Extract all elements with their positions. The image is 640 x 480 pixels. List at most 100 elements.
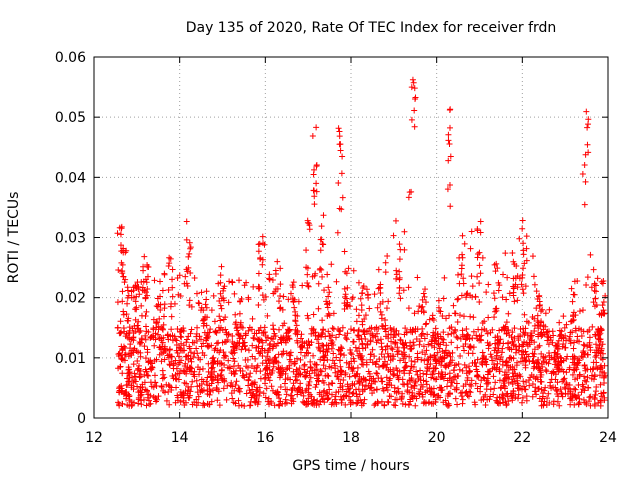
data-point [307,374,314,381]
data-point [447,153,454,160]
data-point [408,84,415,91]
data-point [419,325,426,332]
data-point [158,334,165,341]
data-point [281,380,288,387]
data-point [275,365,282,372]
data-point [550,401,557,408]
data-point [256,285,263,292]
data-point [517,325,524,332]
data-point [173,376,180,383]
data-point [132,298,139,305]
data-point [542,310,549,317]
data-point [561,384,568,391]
data-point [517,333,524,340]
data-point [515,347,522,354]
data-point [594,329,601,336]
data-point [182,353,189,360]
data-point [598,345,605,352]
data-point [159,287,166,294]
data-point [214,376,221,383]
data-point [252,399,259,406]
data-point [569,359,576,366]
data-point [266,342,273,349]
data-point [118,259,125,266]
data-point [313,188,320,195]
data-point [563,321,570,328]
data-point [583,401,590,408]
data-point [521,260,528,267]
data-point [504,274,511,281]
data-point [231,358,238,365]
data-point [493,366,500,373]
data-point [441,274,448,281]
data-point [188,358,195,365]
data-point [374,304,381,311]
data-point [235,397,242,404]
data-point [339,153,346,160]
data-point [478,397,485,404]
data-point [386,381,393,388]
data-point [268,383,275,390]
data-point [359,321,366,328]
data-point [535,344,542,351]
data-point [499,391,506,398]
data-point [482,356,489,363]
data-point [592,288,599,295]
data-point [479,320,486,327]
data-point [491,295,498,302]
data-point [408,116,415,123]
data-point [332,365,339,372]
data-point [208,371,215,378]
data-point [182,388,189,395]
data-point [410,79,417,86]
data-point [537,369,544,376]
data-point [476,298,483,305]
data-point [194,389,201,396]
y-tick-label: 0.06 [55,50,86,66]
data-point [130,346,137,353]
data-point [310,171,317,178]
data-point [366,305,373,312]
data-point [435,297,442,304]
data-point [186,250,193,257]
data-point [236,310,243,317]
data-point [569,298,576,305]
data-point [328,391,335,398]
data-point [538,333,545,340]
data-point [389,346,396,353]
data-point [434,340,441,347]
data-point [474,356,481,363]
data-point [219,339,226,346]
data-point [135,286,142,293]
data-point [132,328,139,335]
data-point [459,254,466,261]
data-point [590,299,597,306]
data-point [558,328,565,335]
data-point [512,349,519,356]
data-point [596,372,603,379]
data-point [361,316,368,323]
data-point [122,333,129,340]
data-point [224,364,231,371]
data-point [434,392,441,399]
data-point [416,303,423,310]
data-point [166,383,173,390]
data-point [294,339,301,346]
data-point [155,331,162,338]
data-point [510,285,517,292]
data-point [259,339,266,346]
data-point [235,331,242,338]
data-point [176,370,183,377]
data-point [178,340,185,347]
data-point [332,393,339,400]
data-point [198,386,205,393]
data-point [491,261,498,268]
data-point [117,363,124,370]
data-point [476,249,483,256]
data-point [580,396,587,403]
data-point [214,397,221,404]
data-point [523,340,530,347]
data-point [317,236,324,243]
data-point [584,141,591,148]
data-point [560,368,567,375]
